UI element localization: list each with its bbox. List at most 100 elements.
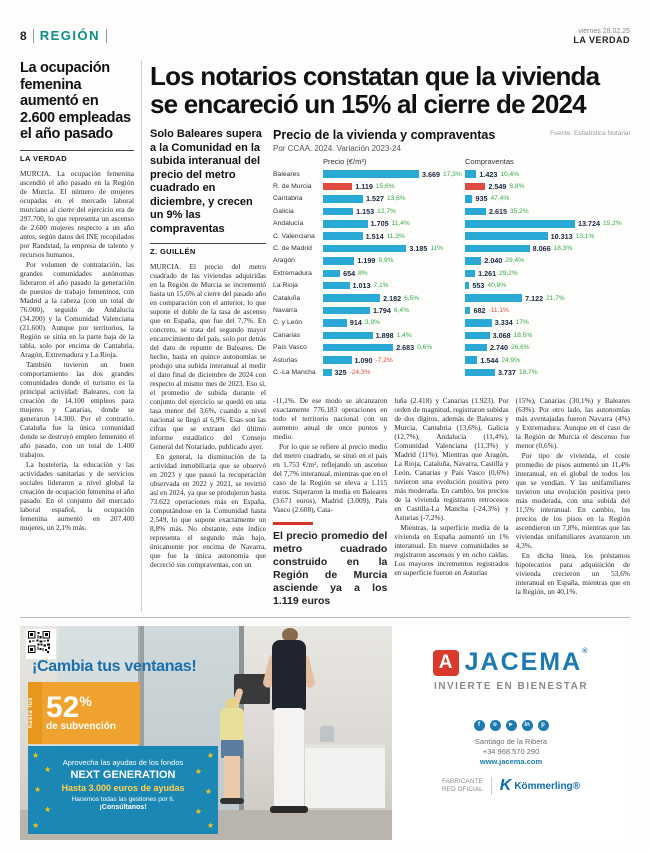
chart-pct-change: -7,2% xyxy=(375,356,393,364)
chart-category-label: Canarias xyxy=(273,331,301,339)
pull-quote-rule xyxy=(273,522,313,525)
ad-photo: ¡Cambia tus ventanas! hasta tus 52% de s… xyxy=(20,626,392,840)
left-story-body: MURCIA. La ocupación femenina ascendió e… xyxy=(20,169,134,609)
divider xyxy=(150,243,266,244)
pull-quote: El precio promedio del metro cuadrado co… xyxy=(273,522,387,608)
chart-category-label: La Rioja xyxy=(273,282,298,290)
chart-value: 1.544 xyxy=(480,355,499,365)
woman-figure xyxy=(274,708,304,808)
chart-pct-change: -24,3% xyxy=(349,368,371,376)
kommerling-name: Kömmerling® xyxy=(514,780,581,792)
section-title: REGIÓN xyxy=(39,28,100,43)
chart-value: 1.794 xyxy=(372,305,391,315)
partner-label-2: RED OFICIAL xyxy=(441,786,483,793)
paragraph: La hostelería, la educación y las activi… xyxy=(20,459,134,532)
author-byline: Z. GUILLÉN xyxy=(150,247,196,256)
paragraph: luña (2.418) y Canarias (1.923). Por ord… xyxy=(394,396,509,522)
chart-pct-change: 0,6% xyxy=(417,344,433,352)
chart-row: País Vasco 2.683 0,6% 2.740 26,6% xyxy=(273,341,630,353)
facebook-icon: f xyxy=(473,720,485,731)
page-number: 8 xyxy=(20,28,27,43)
divider xyxy=(105,28,107,43)
eu-line5: ¡Consúltanos! xyxy=(99,804,147,811)
chart-category-label: C. de Madrid xyxy=(273,245,312,253)
chart-value: 3.185 xyxy=(409,244,428,254)
chart-pct-change: 21,7% xyxy=(546,294,565,302)
eu-star-icon xyxy=(34,786,41,794)
chart-row: C. de Madrid 3.185 11% 8.066 18,3% xyxy=(273,242,630,254)
child-figure xyxy=(220,798,244,804)
chart-subtitle: Por CCAA. 2024. Variación 2023-24 xyxy=(273,144,401,153)
divider xyxy=(20,149,134,151)
chart-pct-change: 10,4% xyxy=(500,170,520,178)
badge-value: 52 xyxy=(46,691,80,724)
chart-value: 8.066 xyxy=(532,244,551,254)
chart-value: 1.261 xyxy=(478,268,497,278)
page-header: 8 REGIÓN viernes 28.02.25 LA VERDAD xyxy=(20,28,630,52)
article-column-1: Solo Baleares supera a la Comunidad en l… xyxy=(150,128,266,616)
paragraph: (15%), Canarias (30,1%) y Baleares (63%)… xyxy=(515,396,630,450)
chart-pct-change: 29,4% xyxy=(505,257,525,265)
chart-category-label: Aragón xyxy=(273,257,295,265)
eu-line3: Hasta 3.000 euros de ayudas xyxy=(61,783,185,793)
paragraph: Por tipo de vivienda, el coste promedio … xyxy=(515,451,630,550)
chart-source: Fuente: Estadística Notarial xyxy=(550,130,630,137)
eu-star-icon xyxy=(32,822,39,830)
chart-row: Cataluña 2.182 6,5% 7.122 21,7% xyxy=(273,292,630,304)
chart-category-label: País Vasco xyxy=(273,344,307,352)
chart-value: 1.090 xyxy=(354,355,373,365)
chart-row: La Rioja 1.013 7,1% 553 40,8% xyxy=(273,280,630,292)
chart-value: 654 xyxy=(343,268,356,278)
chart-value: 3.669 xyxy=(422,169,440,179)
chart-bar xyxy=(323,331,373,340)
chart-value: 7.122 xyxy=(525,293,544,303)
chart-bar xyxy=(465,306,471,315)
paragraph: En dicha línea, los préstamos hipotecari… xyxy=(515,551,630,596)
chart-category-label: Navarra xyxy=(273,306,298,314)
chart-pct-change: 18,7% xyxy=(518,368,538,376)
chart-bar xyxy=(465,368,495,377)
chart-category-label: Andalucía xyxy=(273,220,304,228)
chart-bar xyxy=(323,195,363,203)
chart-value: 1.527 xyxy=(365,194,384,204)
chart-value: 1.705 xyxy=(370,219,389,229)
chart-bar xyxy=(323,232,363,240)
paragraph: MURCIA. El precio del metro cuadrado de … xyxy=(150,262,266,451)
woman-figure xyxy=(272,640,306,710)
chart-category-label: Cataluña xyxy=(273,294,301,302)
chart-pct-change: 35,2% xyxy=(509,207,529,215)
chart-value: 2.683 xyxy=(396,343,415,353)
main-story: Los notarios constatan que la vivienda s… xyxy=(142,60,630,612)
chart-rows: Baleares 3.669 17,3% 1.423 10,4% R. de Murcia… xyxy=(273,168,630,379)
chart-value: 553 xyxy=(472,281,485,291)
chart-row: Asturias 1.090 -7,2% 1.544 24,9% xyxy=(273,354,630,366)
chart-bar xyxy=(465,331,490,340)
article-column-2: -11,1%. De ese modo se alcanzaron exacta… xyxy=(273,396,387,616)
chart-row: Galicia 1.153 12,7% 2.615 35,2% xyxy=(273,205,630,217)
chart-pct-change: 24,9% xyxy=(501,356,521,364)
chart-category-label: R. de Murcia xyxy=(273,183,312,191)
chart-bar xyxy=(465,356,478,364)
kettle xyxy=(320,726,334,742)
eu-star-icon xyxy=(44,806,51,814)
precio-panel-header: Precio (€/m²) xyxy=(323,157,367,166)
chart-value: 2.740 xyxy=(489,343,508,353)
eu-star-icon xyxy=(195,768,202,776)
chart-row: C. Valenciana 1.514 11,3% 10.313 13,1% xyxy=(273,230,630,242)
chart-bar xyxy=(465,257,482,265)
chart-pct-change: 15,6% xyxy=(375,183,395,191)
badge-strip-text: hasta tus xyxy=(28,682,42,744)
chart-pct-change: 17,3% xyxy=(443,170,462,178)
column-divider xyxy=(141,60,142,612)
divider xyxy=(32,28,34,43)
chart-value: 2.182 xyxy=(383,293,402,303)
chart-bar xyxy=(323,319,347,327)
chart-bar xyxy=(323,343,394,352)
chart-bar xyxy=(323,281,350,290)
kitchen-counter xyxy=(305,744,385,808)
article-lower-columns: -11,1%. De ese modo se alcanzaron exacta… xyxy=(273,396,630,616)
chart-category-label: Asturias xyxy=(273,356,298,364)
chart-bar xyxy=(465,294,523,302)
paragraph: MURCIA. La ocupación femenina ascendió e… xyxy=(20,168,134,259)
